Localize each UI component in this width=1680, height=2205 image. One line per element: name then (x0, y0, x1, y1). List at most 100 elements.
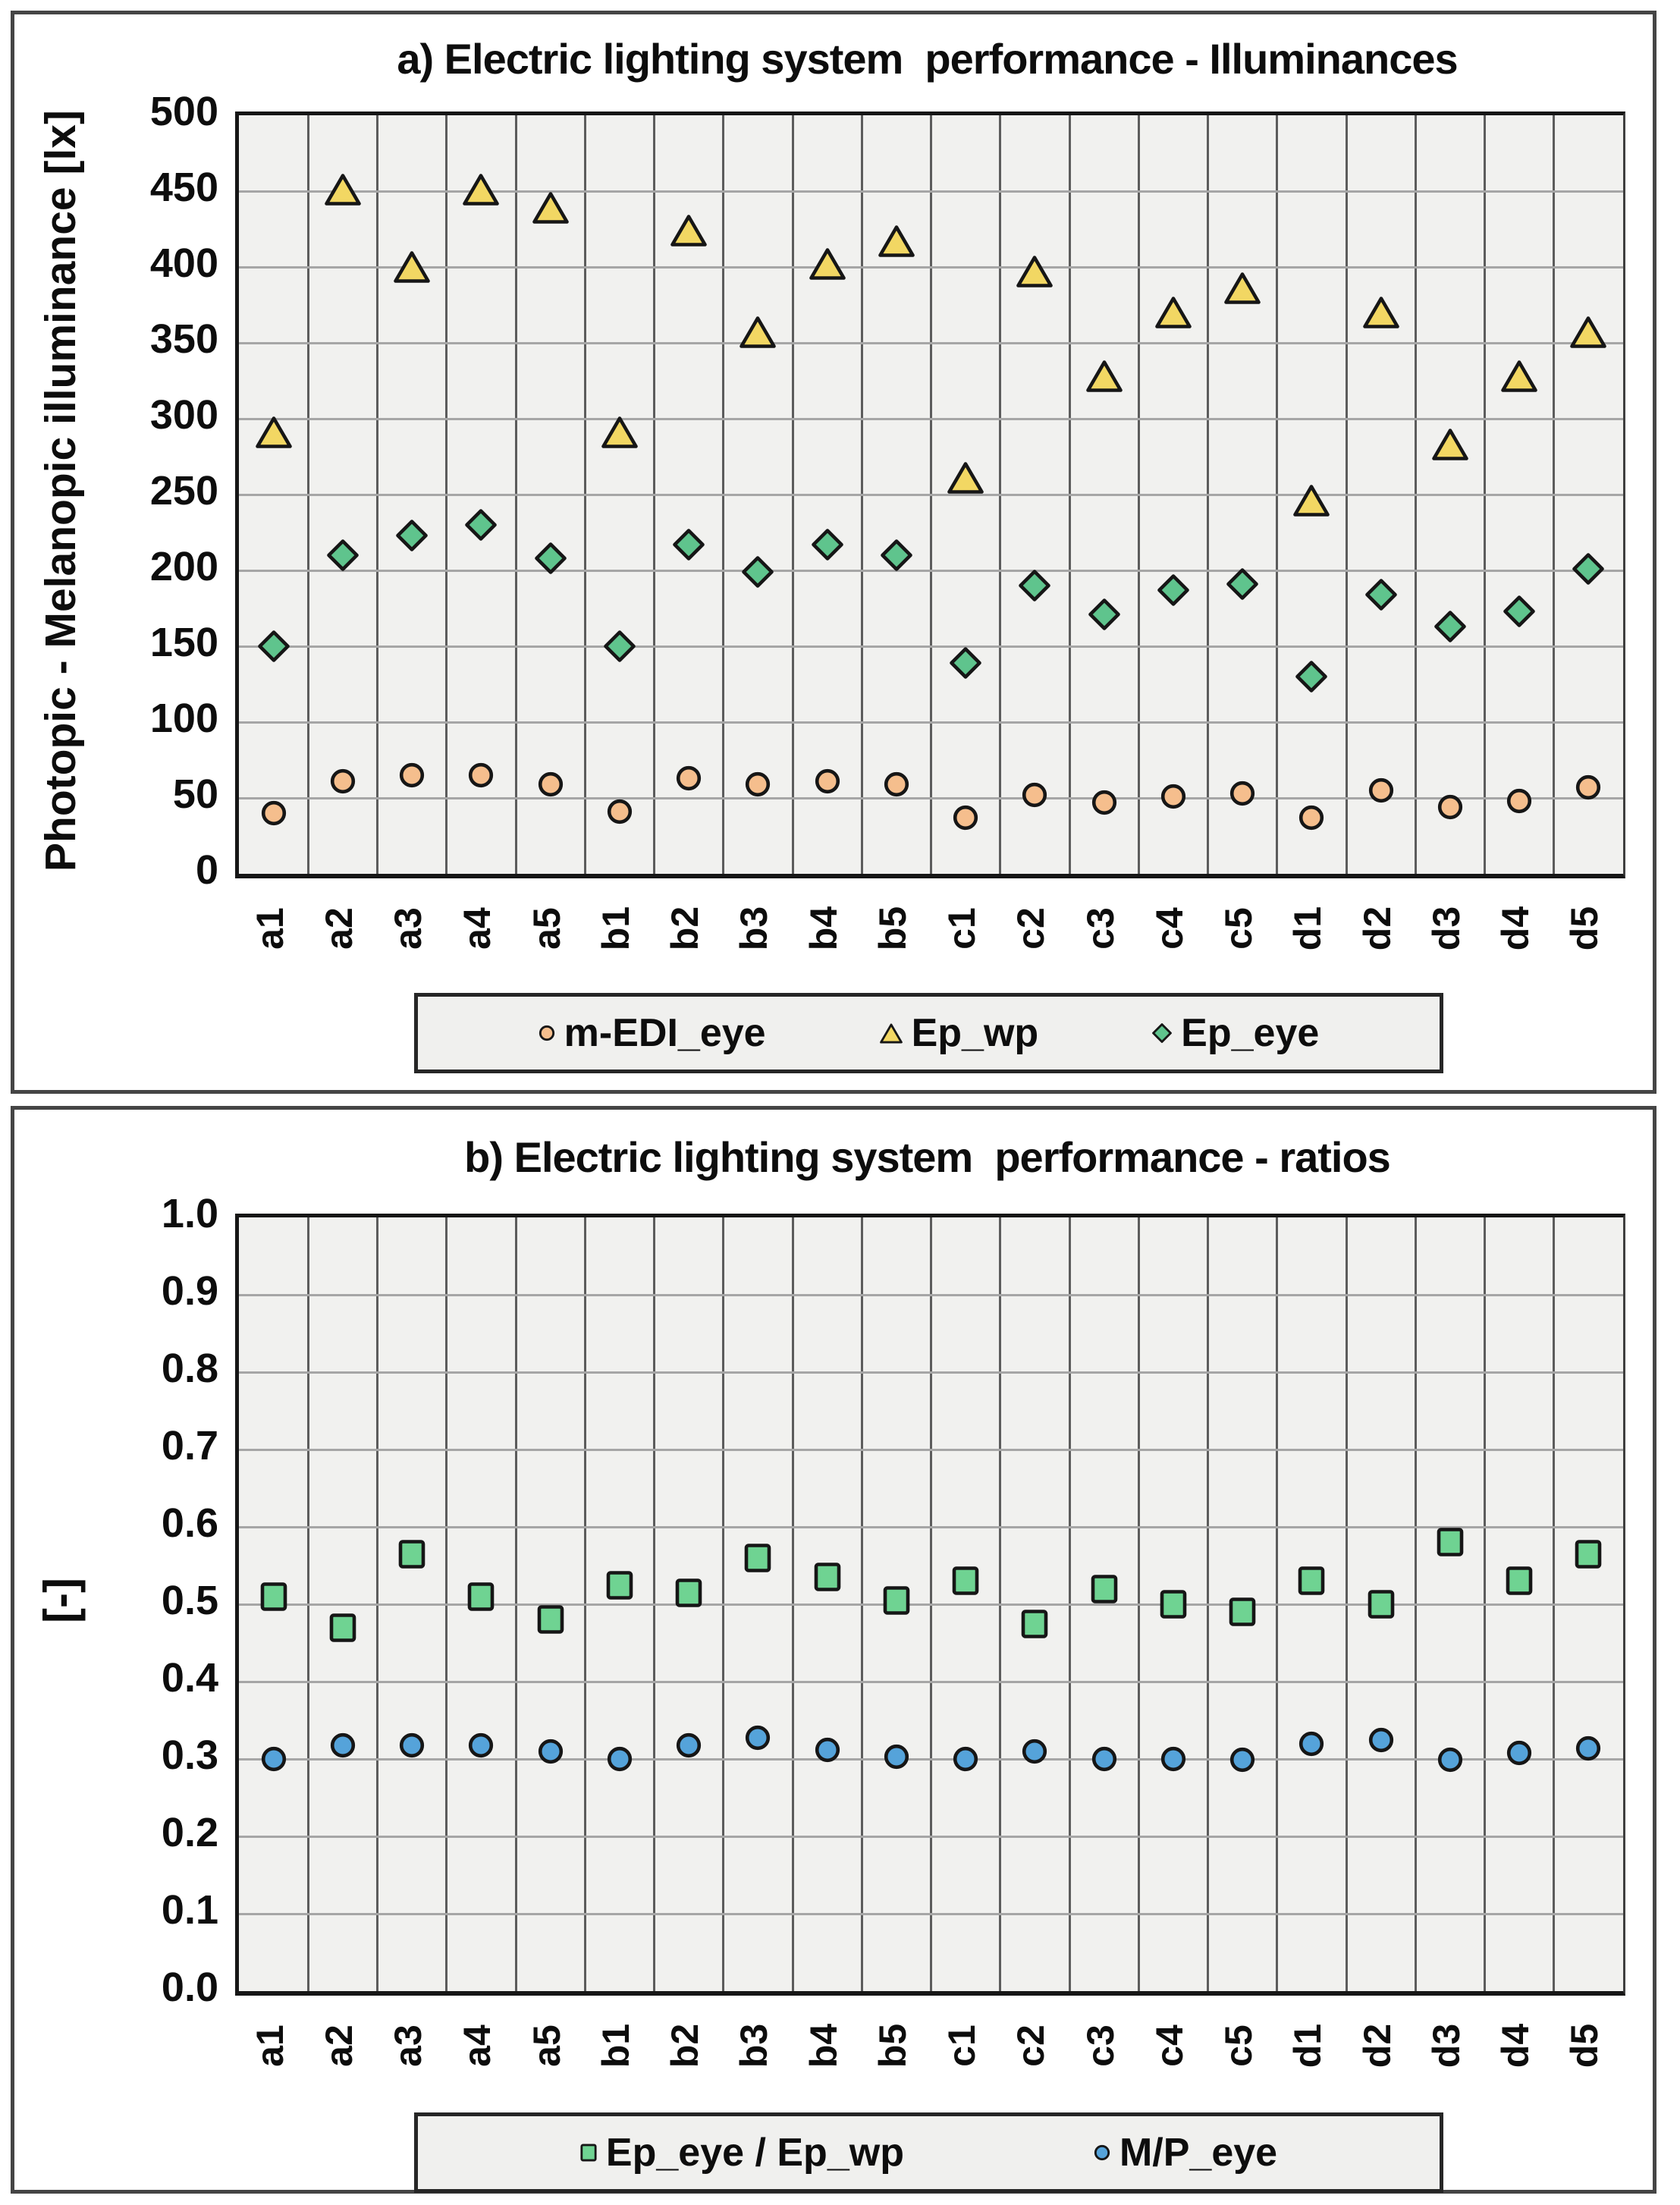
y-tick-label: 100 (149, 696, 218, 741)
x-tick-label: d5 (1563, 906, 1606, 951)
marker-Ep-eye-Ep-wp (398, 1539, 425, 1569)
square-marker-icon (580, 2144, 597, 2162)
marker-Ep-eye (1088, 598, 1120, 630)
x-tick-label: a2 (317, 907, 360, 950)
marker-Ep-wp (1432, 429, 1468, 461)
marker-Ep-wp (809, 248, 846, 281)
marker-M-P-eye (883, 1743, 909, 1770)
x-tick-label: b2 (664, 906, 707, 951)
x-tick-label: b5 (871, 906, 914, 951)
y-tick-label: 0.7 (161, 1423, 218, 1468)
marker-m-EDI-eye (1022, 782, 1048, 809)
diamond-marker-icon (1152, 1023, 1173, 1043)
panel-illuminances: a) Electric lighting system performance … (11, 11, 1656, 1094)
marker-Ep-eye-Ep-wp (675, 1578, 702, 1607)
marker-Ep-eye-Ep-wp (329, 1613, 356, 1642)
marker-Ep-eye-Ep-wp (1298, 1566, 1325, 1596)
marker-Ep-wp (947, 462, 984, 495)
horizontal-gridline (239, 341, 1623, 344)
marker-Ep-eye (1503, 595, 1535, 627)
marker-Ep-eye (1295, 661, 1328, 693)
marker-M-P-eye (329, 1732, 356, 1758)
marker-M-P-eye (260, 1746, 287, 1773)
marker-m-EDI-eye (883, 771, 909, 798)
x-tick-label: d2 (1355, 906, 1399, 951)
x-tick-label: d4 (1494, 2023, 1537, 2068)
marker-Ep-eye-Ep-wp (1091, 1574, 1118, 1603)
horizontal-gridline (239, 265, 1623, 269)
horizontal-gridline (239, 796, 1623, 799)
marker-Ep-wp (1224, 272, 1261, 305)
marker-Ep-eye (881, 539, 912, 571)
marker-Ep-eye-Ep-wp (606, 1570, 633, 1600)
marker-Ep-wp (1085, 360, 1123, 393)
y-tick-label: 500 (149, 89, 218, 134)
x-tick-label: d1 (1286, 2023, 1330, 2068)
marker-M-P-eye (1575, 1735, 1602, 1761)
marker-m-EDI-eye (1506, 788, 1533, 815)
horizontal-gridline (239, 569, 1623, 572)
y-tick-label: 1.0 (161, 1191, 218, 1236)
marker-Ep-wp (1362, 297, 1399, 329)
marker-Ep-wp (1155, 297, 1192, 329)
marker-Ep-wp (1016, 256, 1054, 288)
x-tick-label: c3 (1079, 907, 1122, 950)
marker-m-EDI-eye (1229, 781, 1256, 807)
marker-Ep-eye (327, 539, 359, 571)
marker-M-P-eye (1368, 1726, 1394, 1753)
x-tick-label: d5 (1563, 2023, 1606, 2068)
marker-Ep-wp (1570, 316, 1607, 349)
marker-M-P-eye (1022, 1738, 1048, 1764)
y-tick-label: 150 (149, 620, 218, 665)
y-tick-label: 0.4 (161, 1655, 218, 1701)
marker-Ep-eye-Ep-wp (1506, 1566, 1533, 1596)
y-tick-label: 0.9 (161, 1268, 218, 1314)
marker-m-EDI-eye (676, 765, 702, 792)
marker-m-EDI-eye (260, 800, 287, 827)
legend-item-ep-eye: Ep_eye (1152, 1010, 1319, 1056)
x-tick-label: b1 (594, 2023, 637, 2068)
x-tick-label: c4 (1148, 2024, 1191, 2067)
circle-marker-icon (1094, 2144, 1110, 2161)
x-tick-label: a4 (456, 907, 499, 950)
x-tick-label: b4 (802, 2023, 845, 2068)
x-tick-label: b2 (664, 2023, 707, 2068)
circle-marker-icon (539, 1025, 555, 1041)
y-tick-label: 0.0 (161, 1965, 218, 2010)
horizontal-gridline (239, 1371, 1623, 1374)
legend: m-EDI_eye Ep_wp Ep_eye (414, 993, 1443, 1073)
legend-label: M/P_eye (1119, 2131, 1278, 2175)
x-tick-label: b4 (802, 906, 845, 951)
marker-Ep-eye (257, 630, 290, 662)
marker-Ep-eye (465, 509, 498, 541)
marker-Ep-eye-Ep-wp (537, 1605, 564, 1635)
y-tick-label: 0.1 (161, 1887, 218, 1933)
marker-M-P-eye (537, 1738, 564, 1764)
marker-Ep-wp (670, 215, 707, 247)
x-tick-label: b5 (871, 2023, 914, 2068)
horizontal-gridline (239, 1912, 1623, 1915)
x-tick-label: c1 (940, 907, 984, 950)
legend-label: Ep_wp (911, 1011, 1039, 1055)
y-tick-label: 200 (149, 544, 218, 589)
x-tick-label: b3 (733, 906, 776, 951)
horizontal-gridline (239, 1525, 1623, 1528)
marker-Ep-eye-Ep-wp (260, 1582, 287, 1611)
y-axis-ticks: 500 450 400 350 300 250 200 150 100 50 0 (14, 89, 228, 893)
y-tick-label: 50 (172, 771, 218, 817)
marker-Ep-eye-Ep-wp (1575, 1539, 1602, 1569)
x-tick-label: b1 (594, 906, 637, 951)
marker-m-EDI-eye (468, 762, 495, 789)
marker-Ep-wp (1293, 485, 1330, 517)
y-tick-label: 350 (149, 316, 218, 362)
marker-Ep-eye (950, 647, 981, 679)
x-tick-label: c5 (1217, 907, 1261, 950)
x-tick-label: d1 (1286, 906, 1330, 951)
marker-Ep-eye (534, 542, 567, 574)
y-tick-label: 0 (195, 847, 218, 893)
marker-Ep-eye (1226, 568, 1258, 600)
y-tick-label: 0.3 (161, 1732, 218, 1778)
x-tick-label: a3 (387, 907, 430, 950)
marker-M-P-eye (814, 1736, 840, 1763)
legend-item-ratio: Ep_eye / Ep_wp (580, 2130, 904, 2175)
